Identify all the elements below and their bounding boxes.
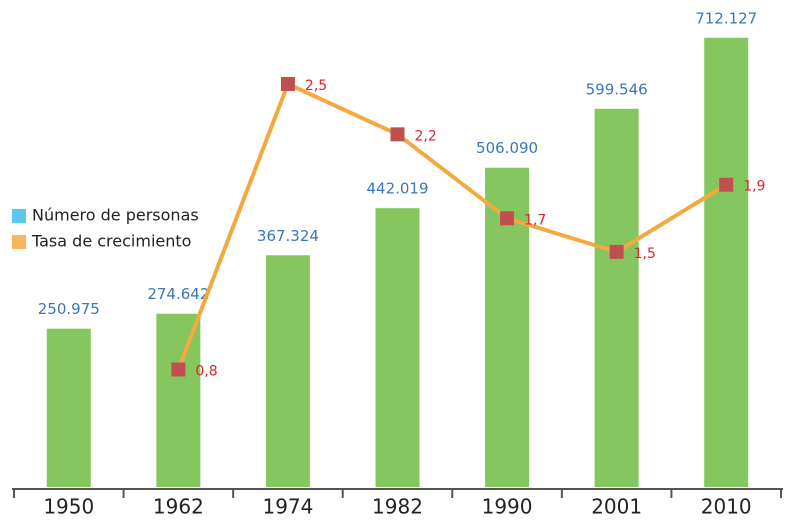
bar (265, 255, 310, 487)
x-tick-label: 2010 (701, 495, 752, 519)
x-tick-label: 1990 (482, 495, 533, 519)
line-marker (719, 177, 734, 192)
line-value-label: 0,8 (195, 363, 217, 379)
legend-swatch (12, 235, 26, 249)
line-value-label: 2,2 (415, 128, 437, 144)
x-tick-label: 2001 (591, 495, 642, 519)
x-tick-label: 1962 (153, 495, 204, 519)
legend-swatch (12, 209, 26, 223)
line-marker (390, 127, 405, 142)
x-tick-label: 1974 (262, 495, 313, 519)
bar-value-label: 599.546 (586, 80, 648, 98)
line-value-label: 2,5 (305, 78, 327, 94)
line-value-label: 1,5 (634, 246, 656, 262)
bar (375, 208, 420, 487)
x-tick-label: 1950 (43, 495, 94, 519)
bar-value-label: 367.324 (257, 227, 319, 245)
bar (594, 108, 639, 487)
bar-value-label: 250.975 (38, 300, 100, 318)
bar (704, 37, 749, 488)
bar-value-label: 442.019 (366, 180, 428, 198)
line-value-label: 1,7 (524, 212, 546, 228)
line-marker (171, 362, 186, 377)
line-marker (609, 244, 624, 259)
line-value-label: 1,9 (743, 179, 765, 195)
bar-value-label: 712.127 (695, 9, 757, 27)
bar (156, 313, 201, 487)
bar-value-label: 506.090 (476, 139, 538, 157)
line-marker (500, 211, 515, 226)
bar (46, 328, 91, 487)
line-marker (280, 76, 295, 91)
bar-value-label: 274.642 (147, 285, 209, 303)
x-tick-label: 1982 (372, 495, 423, 519)
legend-label: Número de personas (32, 206, 199, 225)
line (176, 81, 728, 371)
legend-label: Tasa de crecimiento (31, 232, 191, 251)
